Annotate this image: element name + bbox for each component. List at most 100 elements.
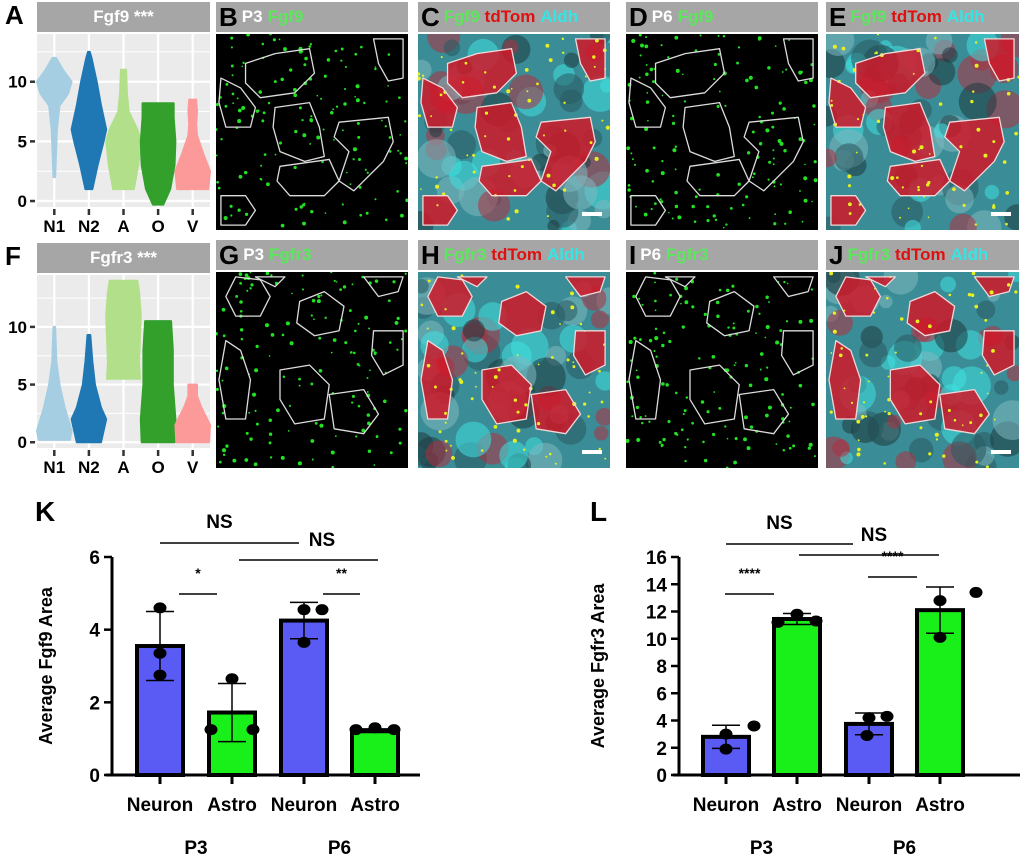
panel-label-f: F	[5, 241, 21, 271]
fish-punctum	[895, 176, 899, 180]
fish-punctum	[660, 200, 664, 204]
tissue-texture	[547, 219, 560, 230]
fish-punctum	[676, 433, 679, 436]
fish-punctum	[674, 204, 679, 209]
fish-punctum	[249, 272, 252, 274]
fish-punctum	[901, 186, 905, 189]
fish-punctum	[843, 387, 846, 390]
fish-punctum	[354, 52, 358, 56]
fish-punctum	[980, 371, 983, 374]
fish-punctum	[767, 66, 771, 70]
fish-punctum	[713, 391, 716, 393]
fish-punctum	[803, 176, 808, 181]
y-tick-label: 6	[656, 684, 667, 705]
tissue-texture	[992, 400, 1019, 440]
cell-outline	[738, 388, 790, 435]
fish-punctum	[550, 310, 555, 315]
fish-punctum	[755, 304, 759, 309]
fish-punctum	[239, 328, 244, 332]
fish-punctum	[741, 203, 745, 207]
fish-punctum	[398, 96, 401, 100]
x-tick-label: O	[151, 217, 164, 232]
fish-punctum	[661, 343, 665, 348]
fish-punctum	[584, 75, 587, 78]
fish-punctum	[992, 140, 996, 144]
fish-punctum	[627, 184, 631, 187]
fish-punctum	[512, 438, 517, 443]
fish-punctum	[671, 217, 674, 220]
data-point	[246, 724, 260, 736]
fish-punctum	[1014, 131, 1018, 136]
fish-punctum	[261, 119, 265, 123]
fish-punctum	[426, 363, 431, 368]
fish-punctum	[727, 326, 730, 329]
fish-punctum	[654, 336, 659, 341]
fish-punctum	[731, 284, 735, 288]
fish-punctum	[684, 459, 687, 463]
fish-punctum	[375, 435, 379, 439]
fish-punctum	[765, 324, 770, 330]
fish-punctum	[734, 437, 738, 441]
tissue-texture	[429, 124, 443, 138]
fish-punctum	[920, 164, 924, 167]
significance-label: ****	[739, 565, 761, 581]
scale-bar	[991, 212, 1011, 216]
fish-punctum	[404, 408, 408, 413]
cell-outline	[664, 276, 696, 288]
fish-punctum	[718, 288, 722, 292]
fish-punctum	[506, 137, 511, 141]
cell-outline	[420, 339, 454, 420]
fish-punctum	[258, 90, 263, 94]
fish-punctum	[341, 129, 344, 132]
fish-punctum	[651, 180, 655, 183]
fish-punctum	[810, 288, 814, 291]
fish-punctum	[216, 128, 218, 131]
fish-punctum	[293, 165, 297, 170]
cell-outline	[828, 339, 862, 420]
tissue-texture	[600, 79, 610, 93]
fish-punctum	[241, 106, 246, 111]
fish-punctum	[636, 375, 640, 379]
y-tick-label: 8	[656, 657, 667, 678]
fish-punctum	[240, 337, 244, 341]
fish-punctum	[876, 34, 879, 36]
tissue-texture	[462, 336, 488, 363]
fish-punctum	[554, 462, 557, 465]
fish-punctum	[883, 462, 887, 465]
fish-punctum	[441, 192, 446, 196]
fish-punctum	[449, 128, 453, 132]
fish-punctum	[684, 445, 687, 449]
fish-punctum	[733, 460, 738, 465]
tdtom-cell	[531, 389, 581, 434]
fish-punctum	[772, 149, 775, 152]
fish-punctum	[785, 68, 788, 71]
fish-punctum	[674, 145, 678, 148]
fish-punctum	[974, 304, 979, 309]
fish-punctum	[396, 189, 399, 193]
fish-punctum	[572, 365, 576, 369]
fish-punctum	[918, 148, 921, 151]
fish-punctum	[899, 317, 904, 321]
fish-punctum	[1006, 91, 1011, 96]
fish-punctum	[480, 449, 484, 452]
fish-punctum	[783, 148, 787, 153]
fish-punctum	[358, 364, 361, 367]
tdtom-cell	[830, 195, 866, 226]
fish-punctum	[654, 281, 656, 284]
cell-outline	[372, 38, 404, 82]
fish-punctum	[771, 111, 775, 115]
tissue-texture	[984, 184, 1000, 200]
violin-f-header: Fgfr3 ***	[37, 243, 210, 273]
fish-punctum	[699, 34, 702, 37]
fish-punctum	[322, 128, 325, 131]
fish-punctum	[691, 204, 695, 209]
channel-label-tdtom: tdTom	[891, 7, 942, 26]
fish-punctum	[654, 202, 657, 206]
fish-punctum	[438, 430, 442, 434]
cell-outline	[220, 195, 257, 226]
fish-punctum	[251, 392, 257, 397]
fish-punctum	[779, 141, 784, 146]
fish-punctum	[899, 216, 902, 219]
cell-outline	[782, 38, 814, 82]
fish-punctum	[948, 293, 952, 297]
